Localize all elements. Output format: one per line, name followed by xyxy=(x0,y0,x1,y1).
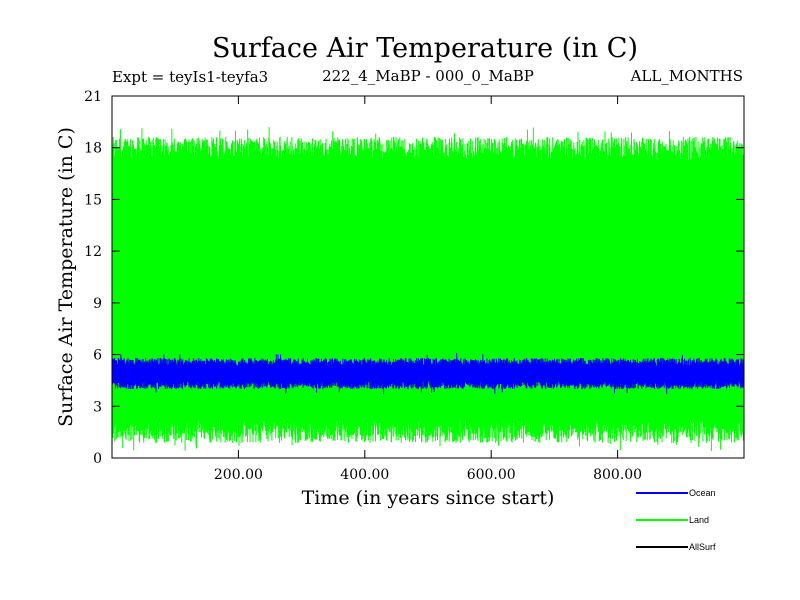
y-tick-label: 15 xyxy=(84,192,102,208)
y-tick-label: 6 xyxy=(93,348,102,364)
legend-label-allsurf: AllSurf xyxy=(689,542,716,552)
legend-label-ocean: Ocean xyxy=(689,488,716,498)
series-line-land xyxy=(111,127,745,451)
y-tick-label: 0 xyxy=(93,451,102,467)
y-axis: 0 3 6 9 12 15 18 21 xyxy=(84,89,744,467)
x-axis: 200.00 400.00 600.00 800.00 xyxy=(214,96,642,483)
y-tick-label: 3 xyxy=(93,399,102,415)
series-line-ocean xyxy=(111,352,745,395)
x-axis-label: Time (in years since start) xyxy=(302,487,555,509)
chart-subtitle-center: 222_4_MaBP - 000_0_MaBP xyxy=(322,67,534,85)
x-tick-label: 600.00 xyxy=(467,467,516,483)
legend: Ocean Land AllSurf xyxy=(636,488,716,552)
chart-title: Surface Air Temperature (in C) xyxy=(212,33,638,64)
y-tick-label: 21 xyxy=(84,89,102,105)
legend-label-land: Land xyxy=(689,515,709,525)
chart-subtitle-left: Expt = teyIs1-teyfa3 xyxy=(112,68,268,86)
y-tick-label: 9 xyxy=(93,296,102,312)
chart-subtitle-right: ALL_MONTHS xyxy=(630,67,743,85)
series-land xyxy=(111,127,745,451)
x-tick-label: 400.00 xyxy=(340,467,389,483)
y-tick-label: 18 xyxy=(84,141,102,157)
y-tick-label: 12 xyxy=(84,244,102,260)
x-tick-label: 200.00 xyxy=(214,467,263,483)
plot-frame xyxy=(111,95,745,459)
y-axis-label: Surface Air Temperature (in C) xyxy=(55,127,77,427)
x-tick-label: 800.00 xyxy=(593,467,642,483)
series-ocean xyxy=(111,352,745,395)
plot-area xyxy=(111,95,745,459)
